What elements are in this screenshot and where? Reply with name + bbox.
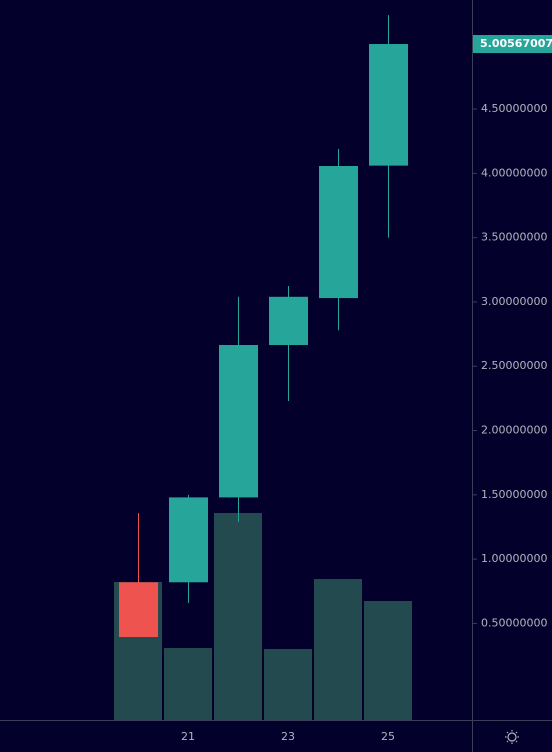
- volume-layer: [114, 513, 412, 720]
- settings-icon-rays: [505, 730, 519, 744]
- y-tick-label: 2.50000000: [481, 359, 547, 372]
- axis-layer: 0.50000000 1.00000000 1.50000000 2.00000000…: [181, 35, 552, 743]
- volume-bar: [164, 648, 212, 720]
- y-tick-label: 4.00000000: [481, 166, 547, 179]
- candle-body: [319, 166, 358, 299]
- candle-body: [219, 345, 258, 498]
- y-tick-label: 3.50000000: [481, 231, 547, 244]
- y-tick-label: 1.00000000: [481, 552, 547, 565]
- x-tick-label: 25: [381, 730, 395, 743]
- candle-body: [369, 44, 408, 166]
- candle-body: [269, 296, 308, 346]
- y-tick-label: 1.50000000: [481, 488, 547, 501]
- settings-icon-ring: [507, 732, 517, 742]
- y-tick-label: 0.50000000: [481, 616, 547, 629]
- volume-bar: [364, 601, 412, 720]
- settings-icon[interactable]: [505, 730, 519, 744]
- volume-bar: [314, 579, 362, 720]
- volume-bar: [264, 649, 312, 720]
- last-price-badge: [473, 35, 552, 54]
- x-tick-label: 21: [181, 730, 195, 743]
- candle-body: [119, 582, 158, 638]
- y-tick-label: 2.00000000: [481, 424, 547, 437]
- x-tick-label: 23: [281, 730, 295, 743]
- candle-layer: [119, 15, 408, 638]
- candle-body: [169, 497, 208, 583]
- y-tick-label: 3.00000000: [481, 295, 547, 308]
- y-tick-label: 4.50000000: [481, 102, 547, 115]
- last-price-label: 5.00567007: [480, 37, 552, 50]
- volume-bar: [214, 513, 262, 720]
